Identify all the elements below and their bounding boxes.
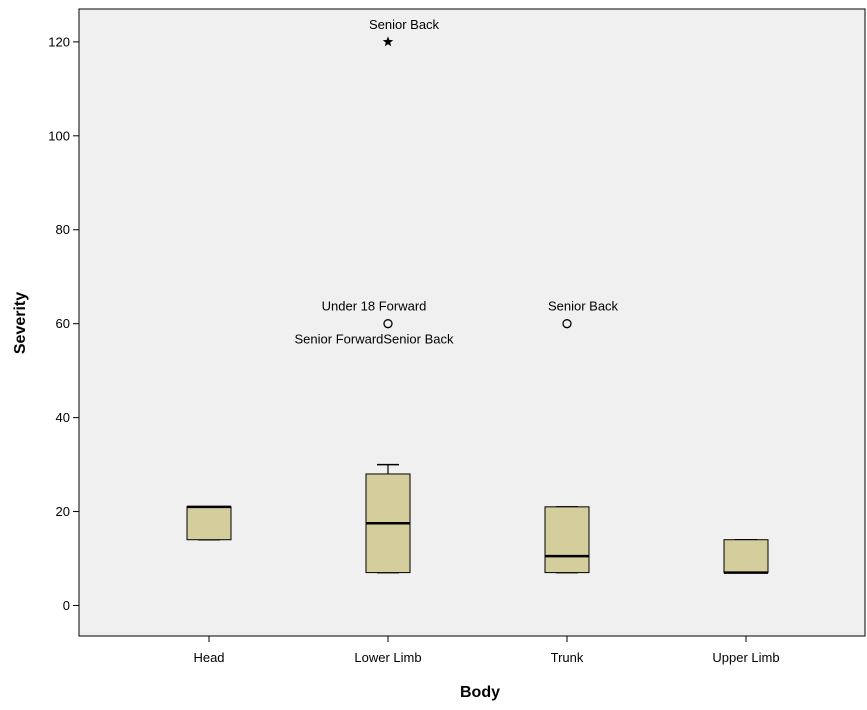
box-iqr (186, 506, 232, 541)
box-iqr (544, 506, 590, 574)
x-tick-label: Head (193, 650, 224, 665)
y-tick-label: 100 (48, 128, 70, 143)
outlier-point: Senior Back (548, 299, 619, 329)
y-tick-label: 80 (56, 222, 70, 237)
x-axis-title: Body (460, 684, 500, 701)
outlier-circle-marker (383, 319, 393, 329)
outlier-label: Senior Back (548, 299, 619, 314)
outlier-label: Senior ForwardSenior Back (295, 332, 454, 347)
box-trunk (544, 506, 590, 574)
outliers: Senior Back Under 18 Forward Senior Forwar… (295, 17, 619, 347)
x-tick-label: Lower Limb (354, 650, 421, 665)
outlier-point: Under 18 Forward Senior ForwardSenior Bac… (295, 299, 454, 347)
y-tick-label: 60 (56, 316, 70, 331)
x-tick-label: Upper Limb (712, 650, 779, 665)
outlier-star-marker (382, 36, 394, 47)
box-head (186, 505, 232, 541)
y-tick-label: 40 (56, 410, 70, 425)
box-upper-limb (723, 538, 769, 574)
outlier-circle-marker (562, 319, 572, 329)
outlier-label: Senior Back (369, 17, 440, 32)
y-tick-label: 0 (63, 598, 70, 613)
outlier-label: Under 18 Forward (322, 299, 427, 314)
x-axis: Head Lower Limb Trunk Upper Limb (193, 636, 780, 665)
box-lower-limb (365, 463, 411, 574)
x-tick-label: Trunk (551, 650, 584, 665)
y-axis: 0 20 40 60 80 100 120 (48, 34, 79, 613)
boxes (186, 463, 769, 574)
box-iqr (723, 539, 769, 574)
y-axis-title: Severity (12, 292, 29, 354)
y-tick-label: 20 (56, 504, 70, 519)
y-tick-label: 120 (48, 34, 70, 49)
outlier-point: Senior Back (369, 17, 440, 47)
